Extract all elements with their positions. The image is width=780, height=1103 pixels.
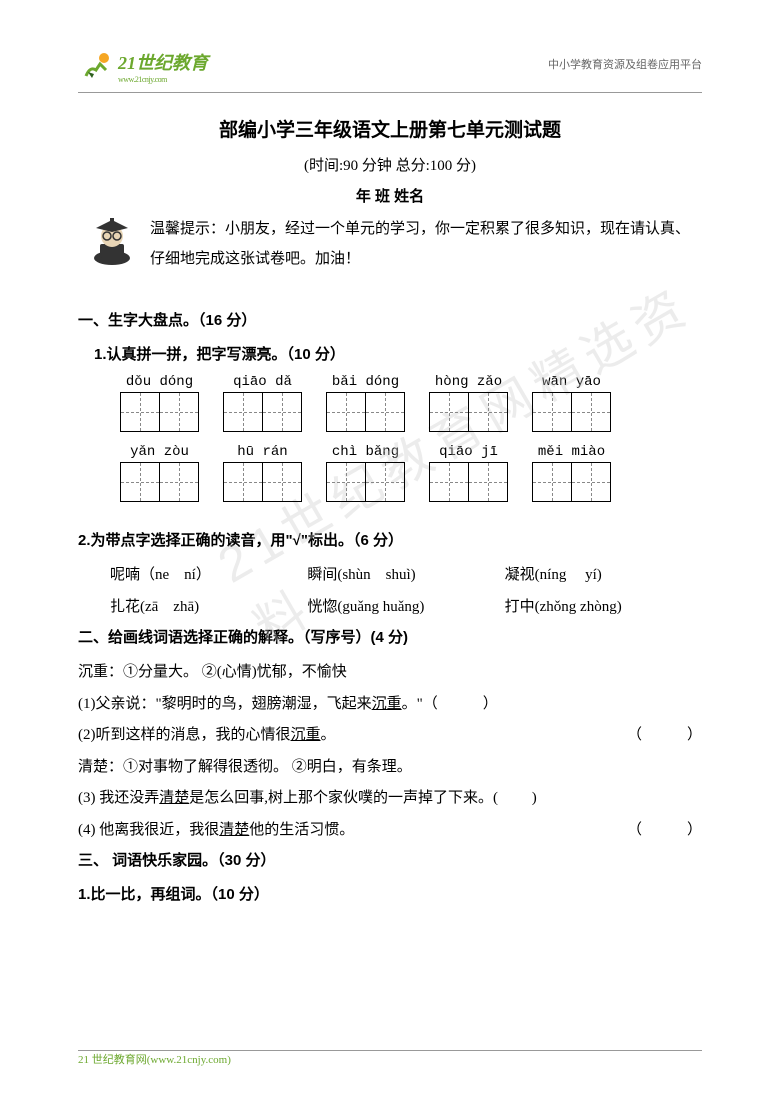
sound-item: 凝视(níng yí) xyxy=(505,560,702,592)
pinyin-grid-2: yǎn zòu hū rán chì bǎng qiāo jī měi miào xyxy=(78,444,702,502)
pinyin-label: yǎn zòu xyxy=(130,444,189,460)
q4-end: 他的生活习惯。 xyxy=(249,822,354,838)
logo-main-text: 21世纪教育 xyxy=(118,49,208,75)
logo: 21世纪教育 www.21cnjy.com xyxy=(78,48,208,84)
question-4: (4) 他离我很近，我很清楚他的生活习惯。 （ ） xyxy=(78,815,702,847)
pinyin-label: bǎi dóng xyxy=(332,374,399,390)
q2-word: 沉重 xyxy=(291,727,321,743)
sound-item: 恍惚(guǎng huǎng) xyxy=(307,592,504,624)
page-header: 21世纪教育 www.21cnjy.com 中小学教育资源及组卷应用平台 xyxy=(78,48,702,84)
q2-paren: （ ） xyxy=(627,720,702,752)
section-3-heading: 三、 词语快乐家园。（30 分） xyxy=(78,846,702,876)
section-1-sub-1: 1.认真拼一拼，把字写漂亮。（10 分） xyxy=(94,340,702,370)
q2-end: 。 xyxy=(321,727,336,743)
q1-end: 。"（ ） xyxy=(402,696,498,712)
sound-item: 瞬间(shùn shuì) xyxy=(307,560,504,592)
tip-text: 温馨提示：小朋友，经过一个单元的学习，你一定积累了很多知识，现在请认真、仔细地完… xyxy=(150,214,702,274)
pinyin-label: qiāo dǎ xyxy=(233,374,292,390)
section-2-heading: 二、给画线词语选择正确的解释。（写序号）(4 分) xyxy=(78,623,702,653)
page-subtitle: (时间:90 分钟 总分:100 分) xyxy=(78,154,702,175)
pinyin-label: měi miào xyxy=(538,444,605,460)
pinyin-label: qiāo jī xyxy=(439,444,498,460)
definition-2: 清楚：①对事物了解得很透彻。 ②明白，有条理。 xyxy=(78,752,702,784)
q4-paren: （ ） xyxy=(627,815,702,847)
sound-item: 打中(zhǒng zhòng) xyxy=(505,592,702,624)
pinyin-label: hòng zǎo xyxy=(435,374,502,390)
header-platform-text: 中小学教育资源及组卷应用平台 xyxy=(548,56,702,72)
sound-item: 扎花(zā zhā) xyxy=(110,592,307,624)
sound-row-2: 扎花(zā zhā) 恍惚(guǎng huǎng) 打中(zhǒng zhòn… xyxy=(110,592,702,624)
student-icon xyxy=(86,214,138,266)
pinyin-grid-1: dǒu dóng qiāo dǎ bǎi dóng hòng zǎo wān y… xyxy=(78,374,702,432)
logo-icon xyxy=(78,48,114,84)
pinyin-label: chì bǎng xyxy=(332,444,399,460)
logo-sub-text: www.21cnjy.com xyxy=(118,75,208,84)
section-3-sub-1: 1.比一比，再组词。（10 分） xyxy=(78,880,702,910)
q3-text: (3) 我还没弄 xyxy=(78,790,159,806)
q3-end: 是怎么回事,树上那个家伙噗的一声掉了下来。( ) xyxy=(189,790,537,806)
class-name-line: 年 班 姓名 xyxy=(78,185,702,206)
sound-item: 呢喃（ne ní） xyxy=(110,560,307,592)
section-1-heading: 一、生字大盘点。（16 分） xyxy=(78,306,702,336)
section-1-sub-2: 2.为带点字选择正确的读音，用"√"标出。（6 分） xyxy=(78,526,702,556)
q1-word: 沉重 xyxy=(372,696,402,712)
header-divider xyxy=(78,92,702,93)
pinyin-label: dǒu dóng xyxy=(126,374,193,390)
pinyin-label: wān yāo xyxy=(542,374,601,390)
question-1: (1)父亲说："黎明时的鸟，翅膀潮湿，飞起来沉重。"（ ） xyxy=(78,689,702,721)
question-2: (2)听到这样的消息，我的心情很沉重。 （ ） xyxy=(78,720,702,752)
q4-text: (4) 他离我很近，我很 xyxy=(78,822,219,838)
q1-text: (1)父亲说："黎明时的鸟，翅膀潮湿，飞起来 xyxy=(78,696,372,712)
pinyin-label: hū rán xyxy=(237,444,287,460)
footer-text: 21 世纪教育网(www.21cnjy.com) xyxy=(78,1051,231,1067)
q2-text: (2)听到这样的消息，我的心情很 xyxy=(78,727,291,743)
definition-1: 沉重：①分量大。 ②(心情)忧郁，不愉快 xyxy=(78,657,702,689)
page-title: 部编小学三年级语文上册第七单元测试题 xyxy=(78,115,702,142)
question-3: (3) 我还没弄清楚是怎么回事,树上那个家伙噗的一声掉了下来。( ) xyxy=(78,783,702,815)
q4-word: 清楚 xyxy=(219,822,249,838)
sound-row-1: 呢喃（ne ní） 瞬间(shùn shuì) 凝视(níng yí) xyxy=(110,560,702,592)
tip-row: 温馨提示：小朋友，经过一个单元的学习，你一定积累了很多知识，现在请认真、仔细地完… xyxy=(78,214,702,274)
q3-word: 清楚 xyxy=(159,790,189,806)
